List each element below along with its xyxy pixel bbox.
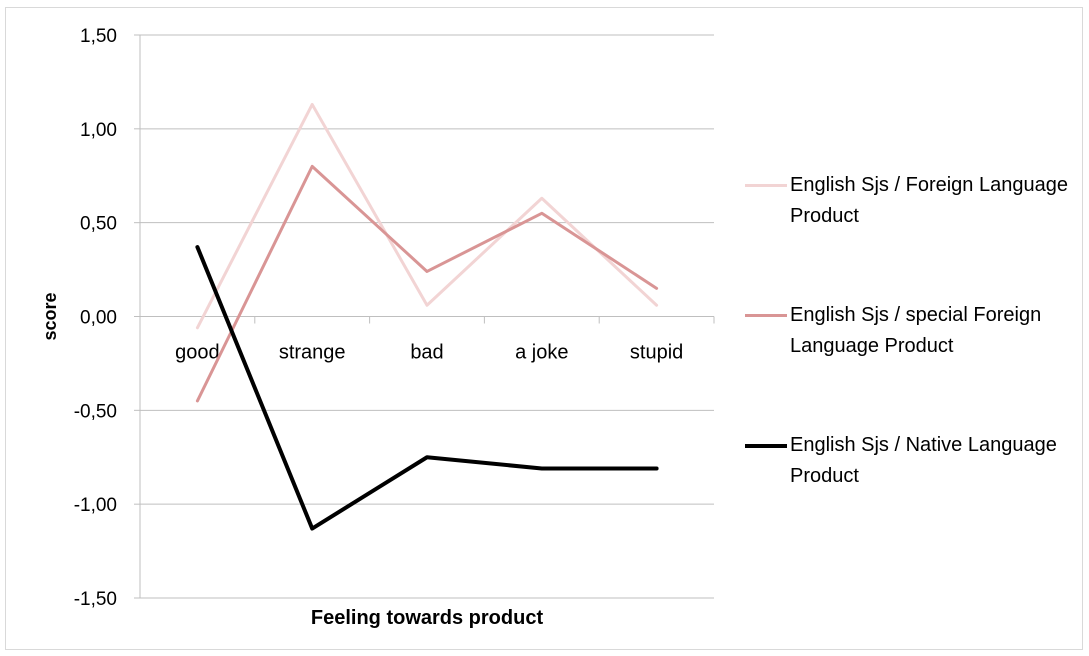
legend-label-foreign: English Sjs / Foreign Language Product bbox=[790, 174, 1068, 227]
legend-swatch-native bbox=[745, 444, 787, 448]
x-tick-label: a joke bbox=[515, 342, 568, 364]
y-tick-label: -1,00 bbox=[74, 495, 117, 516]
legend-swatch-special-foreign bbox=[745, 314, 787, 317]
y-tick-label: 0,50 bbox=[80, 214, 117, 235]
y-tick-label: -0,50 bbox=[74, 401, 117, 422]
legend-label-special-foreign: English Sjs / special Foreign Language P… bbox=[790, 304, 1042, 357]
x-axis-title: Feeling towards product bbox=[311, 607, 544, 629]
series-line-1 bbox=[195, 102, 659, 330]
series-line-3 bbox=[195, 245, 659, 531]
x-tick-label: bad bbox=[410, 342, 443, 364]
x-tick-label: good bbox=[175, 342, 220, 364]
y-tick-label: 1,50 bbox=[80, 26, 117, 47]
x-tick-label: stupid bbox=[630, 342, 683, 364]
series-line-2 bbox=[195, 164, 659, 403]
chart-frame bbox=[5, 7, 1083, 650]
y-axis-title: score bbox=[40, 292, 60, 340]
legend-label-native: English Sjs / Native Language Product bbox=[790, 434, 1057, 487]
y-tick-label: 1,00 bbox=[80, 120, 117, 141]
legend-swatch-foreign bbox=[745, 184, 787, 187]
y-tick-label: -1,50 bbox=[74, 589, 117, 610]
y-tick-label: 0,00 bbox=[80, 308, 117, 329]
x-tick-label: strange bbox=[279, 342, 346, 364]
